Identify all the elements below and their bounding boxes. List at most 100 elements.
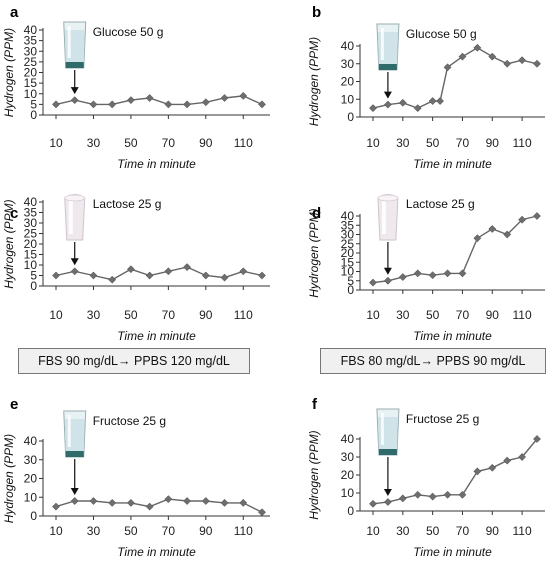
data-point-marker — [458, 269, 467, 278]
data-point-marker — [145, 94, 154, 102]
data-point-marker — [220, 273, 229, 282]
x-tick-label: 30 — [396, 524, 410, 538]
series-line — [55, 95, 263, 106]
data-point-marker — [70, 497, 79, 505]
y-tick-label: 0 — [30, 279, 37, 293]
y-tick-label: 40 — [24, 195, 38, 209]
y-tick-label: 30 — [24, 453, 38, 467]
substance-annotation: Lactose 25 g — [93, 197, 162, 211]
data-point-marker — [108, 498, 117, 507]
data-point-marker — [443, 63, 452, 72]
y-tick-label: 35 — [341, 218, 355, 232]
x-tick-label: 50 — [124, 136, 138, 150]
dose-arrow-head — [383, 91, 392, 99]
data-point-marker — [258, 100, 266, 109]
y-tick-label: 30 — [341, 450, 355, 464]
data-point-marker — [126, 96, 135, 105]
data-point-marker — [458, 52, 467, 61]
x-tick-label: 90 — [199, 136, 213, 150]
data-point-marker — [164, 495, 173, 504]
panel-letter: d — [312, 205, 321, 222]
x-tick-label: 110 — [234, 524, 253, 538]
y-tick-label: 40 — [341, 39, 355, 53]
data-point-marker — [458, 490, 467, 499]
data-point-marker — [473, 467, 482, 476]
y-tick-label: 20 — [24, 66, 38, 80]
data-point-marker — [398, 273, 407, 282]
substance-annotation: Glucose 50 g — [93, 25, 164, 39]
y-tick-label: 30 — [24, 44, 38, 58]
data-point-marker — [52, 100, 60, 109]
x-tick-label: 90 — [199, 524, 213, 538]
data-point-marker — [108, 100, 117, 109]
info-box-left: FBS 90 mg/dL→ PPBS 120 mg/dL — [18, 348, 250, 374]
y-tick-label: 30 — [341, 57, 355, 71]
x-axis-label: Time in minute — [413, 157, 492, 171]
y-tick-label: 35 — [24, 34, 38, 48]
data-point-marker — [533, 212, 541, 220]
data-point-marker — [52, 502, 60, 511]
x-tick-label: 10 — [366, 136, 380, 150]
data-point-marker — [383, 276, 392, 285]
chart-panel-b: b 0 10 20 30 40 10 30 50 70 90 110 Time in minute Hyd… — [307, 4, 545, 171]
panel-letter: c — [10, 205, 18, 222]
data-point-marker — [473, 43, 482, 52]
data-point-marker — [220, 498, 229, 507]
x-tick-label: 70 — [162, 308, 176, 322]
x-tick-label: 110 — [234, 136, 253, 150]
x-tick-label: 90 — [486, 308, 500, 322]
x-tick-label: 90 — [199, 308, 213, 322]
x-tick-label: 90 — [486, 136, 500, 150]
y-tick-label: 20 — [24, 472, 38, 486]
y-tick-label: 15 — [24, 76, 38, 90]
x-tick-label: 70 — [162, 524, 176, 538]
y-tick-label: 20 — [24, 237, 38, 251]
data-point-marker — [383, 100, 392, 109]
data-point-marker — [369, 278, 377, 287]
data-point-marker — [436, 97, 445, 105]
y-tick-label: 0 — [347, 283, 354, 297]
x-tick-label: 30 — [396, 308, 410, 322]
data-point-marker — [70, 267, 79, 276]
data-point-marker — [503, 230, 512, 239]
x-tick-label: 30 — [87, 524, 101, 538]
y-tick-label: 0 — [30, 108, 37, 122]
data-point-marker — [369, 104, 377, 113]
milk-glass-icon — [64, 194, 86, 241]
x-tick-label: 10 — [49, 524, 63, 538]
dose-arrow-head — [70, 258, 79, 266]
data-point-marker — [201, 98, 210, 107]
water-glass-icon — [376, 23, 400, 71]
x-tick-label: 30 — [87, 136, 101, 150]
x-tick-label: 110 — [513, 308, 532, 322]
y-tick-label: 40 — [24, 434, 38, 448]
panel-letter: f — [312, 396, 318, 413]
y-tick-label: 20 — [341, 468, 355, 482]
y-axis-label: Hydrogen (PPM) — [307, 430, 321, 519]
water-glass-icon — [63, 21, 87, 69]
data-point-marker — [443, 490, 452, 499]
data-point-marker — [126, 498, 135, 507]
data-point-marker — [164, 267, 173, 276]
y-axis-label: Hydrogen (PPM) — [2, 199, 16, 288]
y-tick-label: 40 — [24, 23, 38, 37]
chart-panel-e: e 0 10 20 30 40 10 30 50 70 90 110 Time in minute Hyd… — [2, 396, 270, 559]
data-point-marker — [89, 100, 98, 109]
chart-panel-f: f 0 10 20 30 40 10 30 50 70 90 110 Time in minute Hyd… — [307, 396, 545, 559]
y-tick-label: 40 — [341, 432, 355, 446]
y-axis-label: Hydrogen (PPM) — [2, 28, 16, 117]
x-tick-label: 110 — [234, 308, 253, 322]
panel-letter: a — [10, 4, 19, 21]
x-tick-label: 50 — [124, 308, 138, 322]
data-point-marker — [220, 94, 229, 102]
y-tick-label: 5 — [30, 97, 37, 111]
panel-letter: b — [312, 4, 321, 21]
data-point-marker — [183, 497, 192, 505]
y-tick-label: 10 — [341, 486, 355, 500]
y-tick-label: 0 — [30, 509, 37, 523]
data-point-marker — [413, 104, 422, 113]
dose-arrow-head — [383, 489, 392, 496]
